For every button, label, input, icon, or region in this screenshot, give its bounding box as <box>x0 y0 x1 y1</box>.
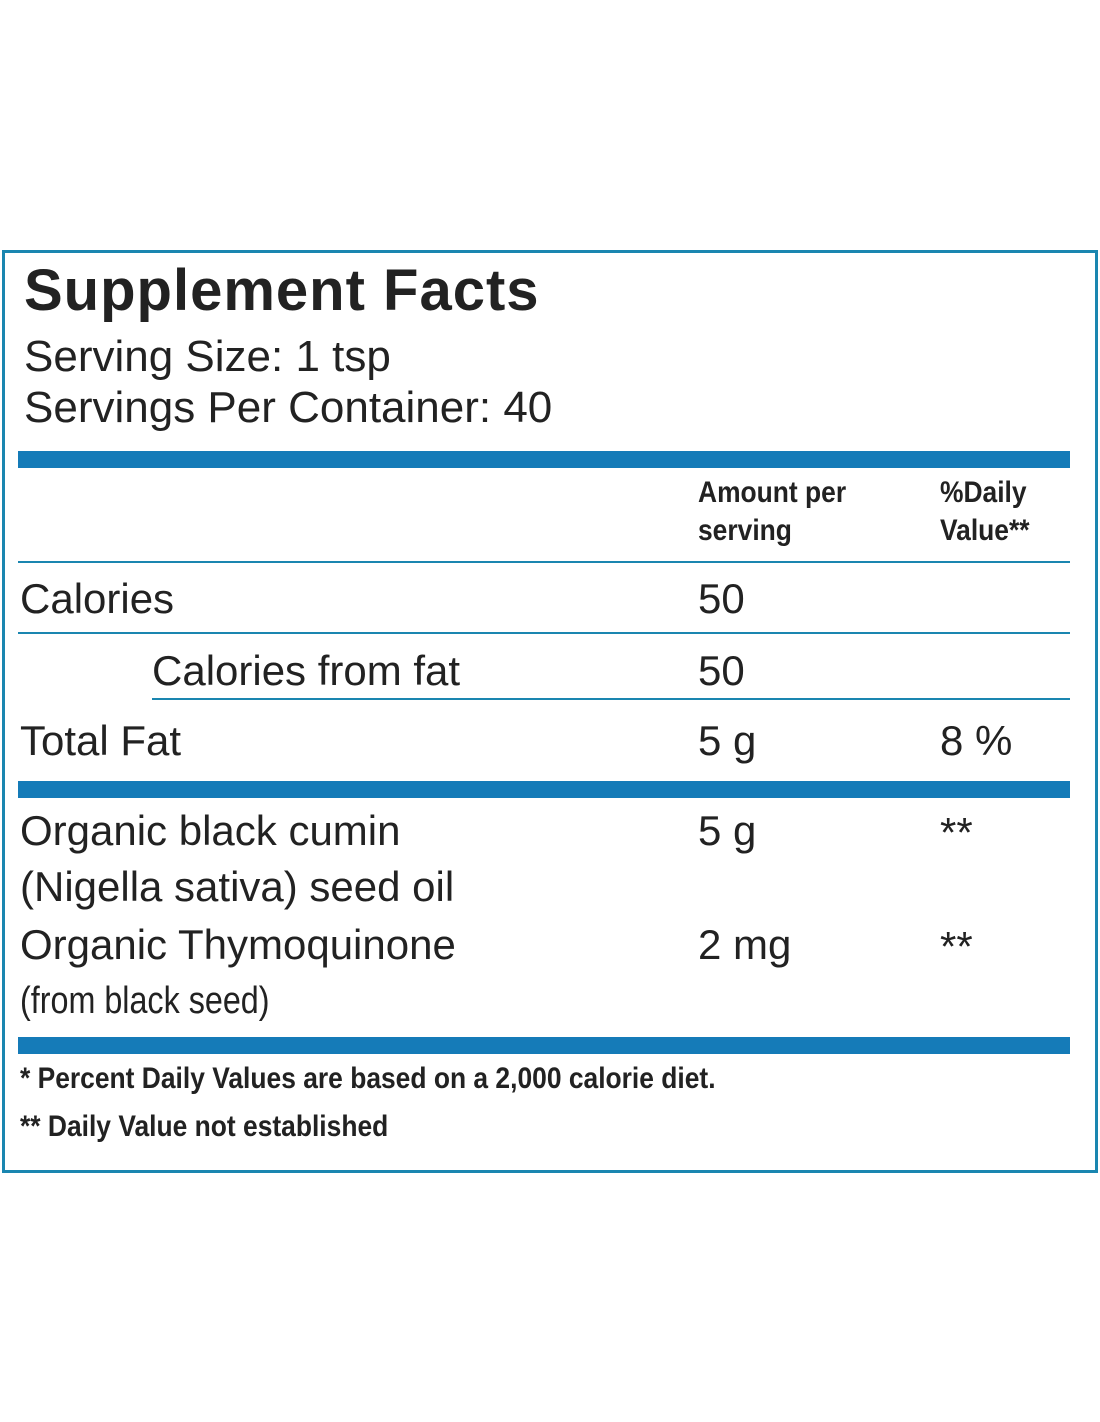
ingredient-name: Organic black cumin <box>20 807 401 854</box>
divider-bar <box>18 781 1070 798</box>
column-header: %Daily Value** <box>940 476 1030 547</box>
title: Supplement Facts <box>24 258 540 323</box>
divider-bar <box>18 451 1070 468</box>
amount: 5 g <box>698 717 757 764</box>
servings-per-container: Servings Per Container: 40 <box>24 383 553 432</box>
daily-value: ** <box>940 809 973 856</box>
column-header: Amount per serving <box>698 476 847 547</box>
ingredient-note: (from black seed) <box>20 980 270 1022</box>
amount: 50 <box>698 575 745 622</box>
footnote: * Percent Daily Values are based on a 2,… <box>20 1062 716 1095</box>
ingredient-name: Organic Thymoquinone <box>20 921 456 968</box>
daily-value: 8 % <box>940 717 1013 764</box>
label-border <box>2 250 1098 1173</box>
serving-size: Serving Size: 1 tsp <box>24 332 391 381</box>
daily-value: ** <box>940 923 973 970</box>
divider-line <box>18 561 1070 563</box>
amount: 2 mg <box>698 921 792 968</box>
footnote: ** Daily Value not established <box>20 1110 389 1143</box>
amount: 5 g <box>698 807 757 854</box>
divider-line <box>152 698 1070 700</box>
nutrient-name: Calories from fat <box>152 647 461 694</box>
nutrient-name: Total Fat <box>20 717 182 764</box>
nutrient-name: Calories <box>20 575 175 622</box>
divider-line <box>18 632 1070 634</box>
divider-bar <box>18 1037 1070 1054</box>
amount: 50 <box>698 647 745 694</box>
ingredient-note: (Nigella sativa) seed oil <box>20 863 455 910</box>
